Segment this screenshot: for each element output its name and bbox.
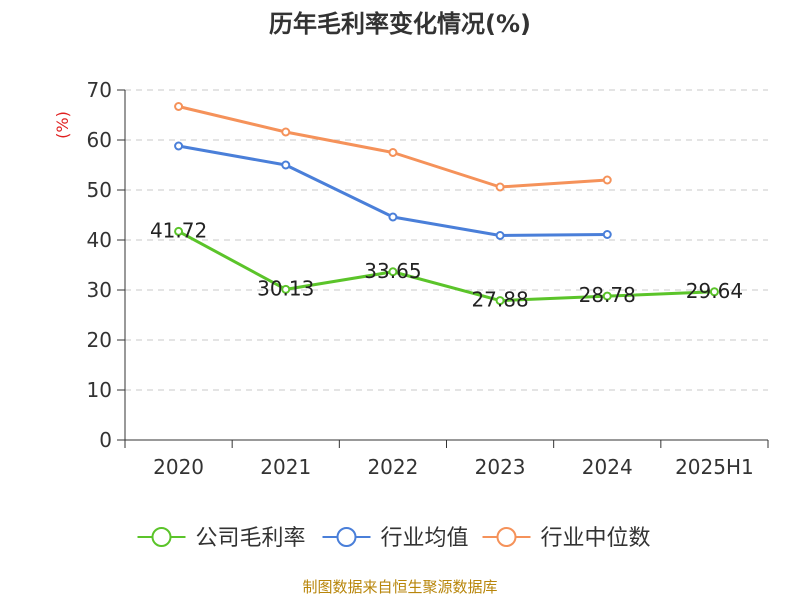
data-point xyxy=(388,267,398,277)
legend-item: 行业中位数 xyxy=(482,526,651,551)
x-tick-label: 2021 xyxy=(260,455,311,479)
y-tick-label: 50 xyxy=(87,178,112,202)
data-point xyxy=(388,148,398,157)
legend-label: 公司毛利率 xyxy=(196,526,306,551)
legend-marker xyxy=(496,527,517,547)
x-tick-label: 2020 xyxy=(153,455,204,479)
legend-label: 行业均值 xyxy=(381,526,469,551)
series-line xyxy=(177,230,715,303)
series-layer xyxy=(174,102,719,306)
chart-title: 历年毛利率变化情况(%) xyxy=(269,10,531,38)
legend-marker xyxy=(151,527,172,547)
grid-lines xyxy=(125,89,768,391)
x-tick-label: 2025H1 xyxy=(675,455,754,479)
data-label: 30.13 xyxy=(257,276,314,300)
x-tick-label: 2022 xyxy=(367,455,418,479)
series-line xyxy=(178,144,608,237)
data-point xyxy=(174,102,184,111)
data-point xyxy=(174,226,184,236)
data-point xyxy=(709,287,719,297)
y-tick-label: 10 xyxy=(87,378,112,402)
data-label: 28.78 xyxy=(579,283,636,307)
data-point xyxy=(388,212,398,222)
data-point xyxy=(495,231,505,240)
data-point xyxy=(281,160,291,170)
data-label: 33.65 xyxy=(364,259,421,283)
data-point xyxy=(174,141,184,151)
y-tick-label: 40 xyxy=(87,228,112,252)
x-tick-label: 2023 xyxy=(475,455,526,479)
y-tick-label: 60 xyxy=(87,128,112,152)
y-tick-label: 0 xyxy=(99,428,112,452)
y-tick-label: 30 xyxy=(87,278,112,302)
data-point xyxy=(495,296,505,306)
source-note: 制图数据来自恒生聚源数据库 xyxy=(302,578,497,596)
data-point xyxy=(602,230,612,239)
y-tick-label: 70 xyxy=(87,78,112,102)
y-axis-label: (%) xyxy=(53,111,72,139)
y-tick-label: 20 xyxy=(87,328,112,352)
series-line xyxy=(178,105,608,189)
data-label: 29.64 xyxy=(686,279,743,303)
data-point xyxy=(281,284,291,294)
data-label: 41.72 xyxy=(150,218,207,242)
legend: 公司毛利率 行业均值 行业中位数 xyxy=(137,526,651,551)
legend-label: 行业中位数 xyxy=(541,526,651,551)
data-point xyxy=(602,175,612,185)
data-point xyxy=(495,182,505,192)
x-tick-label: 2024 xyxy=(582,455,633,479)
data-point xyxy=(602,291,612,301)
data-point xyxy=(281,127,291,137)
legend-item: 公司毛利率 xyxy=(137,526,306,551)
legend-item: 行业均值 xyxy=(322,526,469,551)
axes: 0 10 20 30 40 50 60 70 2020 2021 2022 2023 2024 2025H… xyxy=(87,78,769,479)
legend-marker xyxy=(336,527,357,547)
data-label: 27.88 xyxy=(471,288,528,312)
data-labels: 41.72 30.13 33.65 27.88 28.78 29.64 xyxy=(150,218,743,311)
